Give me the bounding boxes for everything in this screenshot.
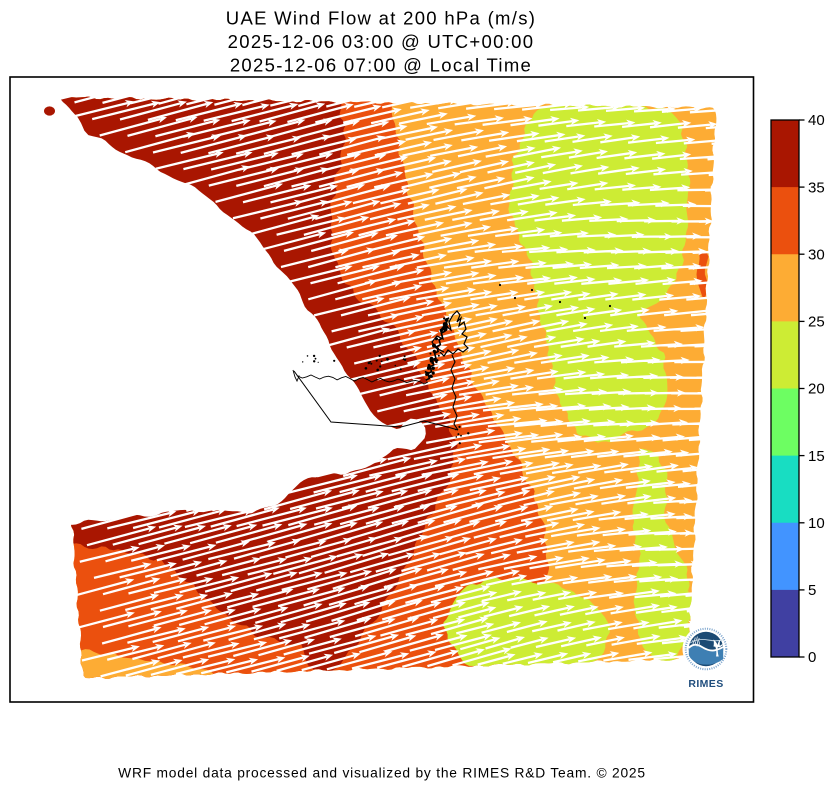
svg-text:2025-12-06 03:00 @ UTC+00:00: 2025-12-06 03:00 @ UTC+00:00	[228, 31, 535, 52]
svg-text:10: 10	[808, 515, 825, 532]
svg-text:20: 20	[808, 381, 825, 398]
svg-text:UAE Wind Flow at 200 hPa (m/s): UAE Wind Flow at 200 hPa (m/s)	[226, 8, 536, 29]
svg-text:2025-12-06 07:00 @ Local Time: 2025-12-06 07:00 @ Local Time	[230, 54, 532, 75]
svg-text:35: 35	[808, 179, 825, 196]
svg-text:RIMES: RIMES	[688, 678, 723, 690]
svg-text:15: 15	[808, 448, 825, 465]
svg-text:WRF model data processed and v: WRF model data processed and visualized …	[118, 766, 646, 781]
svg-text:25: 25	[808, 314, 825, 331]
svg-text:30: 30	[808, 246, 825, 263]
svg-text:40: 40	[808, 112, 825, 129]
svg-text:0: 0	[808, 649, 816, 666]
svg-text:5: 5	[808, 582, 816, 599]
